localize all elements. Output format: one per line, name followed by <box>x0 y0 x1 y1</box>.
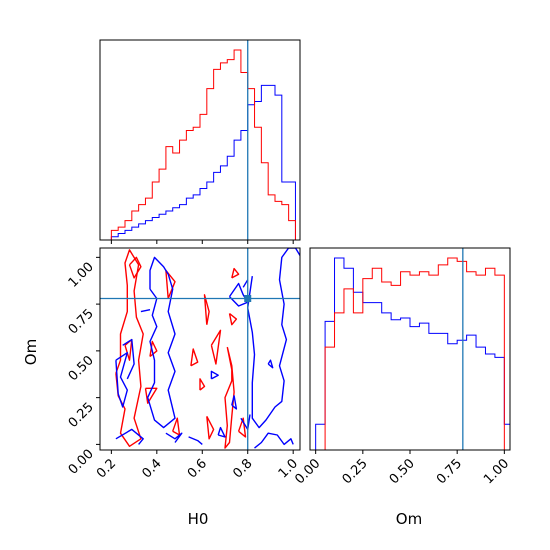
hist-Om-series-1-steps <box>315 257 510 451</box>
contour-series-0-level-9 <box>203 294 210 325</box>
hist-H0-frame <box>99 39 301 241</box>
contour-lines <box>115 248 300 449</box>
contour-series-0-level-13 <box>231 267 240 279</box>
contour-series-0-level-15 <box>237 417 247 438</box>
truth-marker <box>244 295 252 302</box>
contour-series-0-level-0 <box>115 249 144 447</box>
contour-series-1-level-10 <box>254 432 294 449</box>
contour-series-0-level-3 <box>144 387 158 404</box>
hist-Om-x-tick-label-4: 1.00 <box>481 456 512 487</box>
contour-series-1-level-5 <box>165 432 183 443</box>
x-axis-label-Om: Om <box>396 510 422 528</box>
y-axis-label-Om: Om <box>22 339 40 365</box>
contour-x-tick-label-1: 0.4 <box>139 456 164 481</box>
hist-Om-x-tick-label-0: 0.00 <box>292 456 323 487</box>
contour-series-0-level-1 <box>128 256 142 279</box>
contour-x-tick-label-2: 0.6 <box>185 456 210 481</box>
histogram-H0-panel <box>99 39 301 244</box>
hist-Om-frame <box>309 247 511 451</box>
contour-series-1-level-0 <box>147 256 176 429</box>
contour-series-1-level-1 <box>115 352 128 408</box>
contour-series-1-level-13 <box>242 279 249 288</box>
contour-series-1-level-14 <box>231 395 238 410</box>
contour-frame <box>99 247 301 451</box>
histogram-Om-panel: 0.00 0.25 0.50 0.75 1.00 <box>292 247 512 487</box>
contour-series-0-level-11 <box>210 329 222 365</box>
contour-series-0-level-6 <box>165 269 176 299</box>
contour-series-0-level-12 <box>228 312 238 326</box>
hist-Om-series-0-steps <box>315 257 511 450</box>
contour-series-0-level-7 <box>190 348 199 367</box>
contour-series-1-level-9 <box>217 426 226 438</box>
contour-H0-Om-panel: 0.2 0.4 0.6 0.8 1.00.000.250.500.751.00 <box>66 247 301 481</box>
contour-y-tick-label-3: 0.75 <box>66 306 97 337</box>
hist-Om-x-tick-label-1: 0.25 <box>340 456 371 487</box>
contour-series-0-level-5 <box>172 417 181 436</box>
contour-series-0-level-8 <box>199 378 206 391</box>
contour-series-0-level-14 <box>224 346 235 449</box>
contour-series-1-level-12 <box>267 359 274 369</box>
contour-y-tick-label-4: 1.00 <box>66 260 97 291</box>
contour-series-1-level-6 <box>188 436 203 445</box>
contour-series-1-level-3 <box>140 309 151 313</box>
contour-series-1-level-7 <box>210 370 219 380</box>
contour-series-1-level-2 <box>122 338 135 380</box>
hist-H0-series-1-steps <box>110 49 296 240</box>
contour-x-tick-label-0: 0.2 <box>94 456 119 481</box>
x-axis-label-H0: H0 <box>188 510 209 528</box>
contour-y-tick-label-2: 0.50 <box>66 353 97 384</box>
contour-y-tick-label-0: 0.00 <box>66 447 97 478</box>
contour-series-1-level-8 <box>228 282 249 307</box>
hist-Om-x-tick-label-3: 0.75 <box>434 456 465 487</box>
hist-Om-x-tick-label-2: 0.50 <box>387 456 418 487</box>
hist-H0-series-0-steps <box>110 84 296 240</box>
contour-series-1-level-11 <box>247 248 300 429</box>
contour-x-tick-label-3: 0.8 <box>230 456 255 481</box>
contour-y-tick-label-1: 0.25 <box>66 400 97 431</box>
contour-series-1-level-4 <box>115 428 144 445</box>
contour-series-0-level-10 <box>206 415 215 440</box>
